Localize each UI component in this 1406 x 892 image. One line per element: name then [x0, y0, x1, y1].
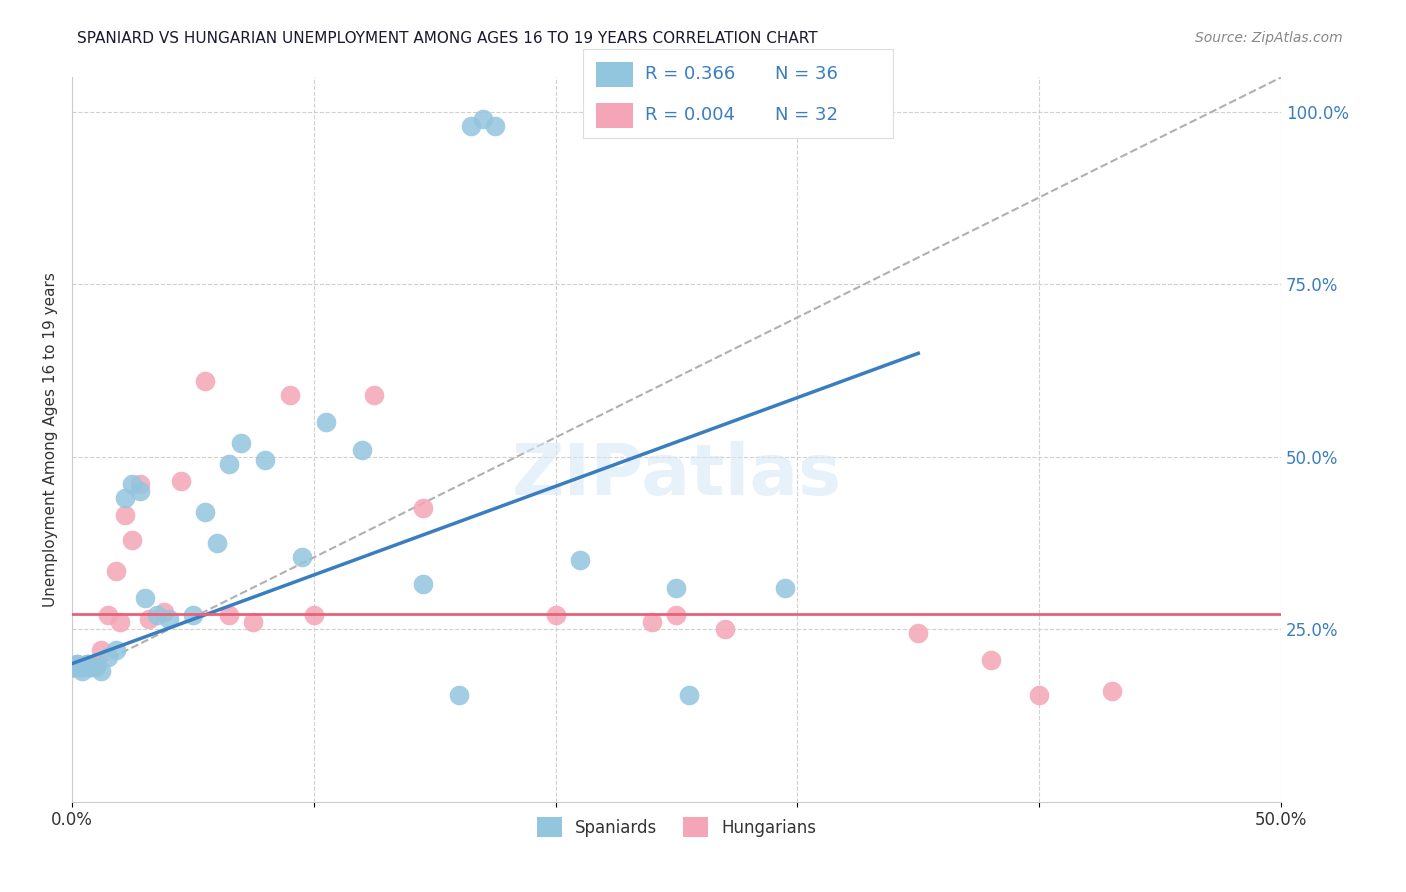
Point: [104, 643, 127, 657]
Point: [194, 374, 217, 388]
Point: [80, 660, 103, 674]
Point: [472, 112, 495, 126]
Point: [302, 608, 325, 623]
Point: [907, 625, 929, 640]
Point: [665, 608, 688, 623]
Point: [70, 664, 93, 678]
Text: ZIPatlas: ZIPatlas: [512, 442, 842, 510]
Y-axis label: Unemployment Among Ages 16 to 19 years: Unemployment Among Ages 16 to 19 years: [44, 272, 58, 607]
Point: [170, 474, 193, 488]
Point: [568, 553, 591, 567]
Point: [278, 387, 301, 401]
Point: [134, 591, 156, 606]
Point: [218, 457, 240, 471]
Point: [66, 657, 89, 671]
Point: [114, 508, 136, 523]
Point: [67, 660, 90, 674]
Text: SPANIARD VS HUNGARIAN UNEMPLOYMENT AMONG AGES 16 TO 19 YEARS CORRELATION CHART: SPANIARD VS HUNGARIAN UNEMPLOYMENT AMONG…: [77, 31, 818, 46]
Point: [544, 608, 567, 623]
Point: [665, 581, 688, 595]
Point: [181, 608, 204, 623]
Point: [121, 477, 143, 491]
Point: [412, 577, 434, 591]
Point: [73, 660, 96, 674]
Point: [412, 501, 434, 516]
Point: [90, 643, 112, 657]
Point: [315, 415, 337, 429]
Point: [157, 612, 180, 626]
Point: [84, 660, 107, 674]
Point: [128, 484, 150, 499]
Point: [460, 119, 482, 133]
Point: [145, 608, 167, 623]
Text: R = 0.004: R = 0.004: [645, 106, 735, 124]
Point: [714, 622, 737, 636]
FancyBboxPatch shape: [596, 62, 633, 87]
Point: [104, 564, 127, 578]
Point: [291, 549, 314, 564]
Point: [97, 608, 120, 623]
Text: N = 36: N = 36: [775, 65, 838, 83]
Point: [138, 612, 160, 626]
FancyBboxPatch shape: [596, 103, 633, 128]
Point: [77, 660, 100, 674]
Point: [114, 491, 136, 505]
Point: [97, 649, 120, 664]
Point: [63, 660, 86, 674]
Point: [484, 119, 506, 133]
Point: [678, 688, 700, 702]
Point: [128, 477, 150, 491]
Point: [242, 615, 264, 630]
Point: [90, 664, 112, 678]
Point: [194, 505, 217, 519]
Point: [1101, 684, 1123, 698]
Text: R = 0.366: R = 0.366: [645, 65, 735, 83]
Point: [641, 615, 664, 630]
Point: [76, 657, 98, 671]
Text: Source: ZipAtlas.com: Source: ZipAtlas.com: [1195, 31, 1343, 45]
Point: [121, 533, 143, 547]
Point: [352, 442, 374, 457]
Point: [67, 660, 90, 674]
Point: [205, 536, 228, 550]
Point: [218, 608, 240, 623]
Point: [76, 657, 98, 671]
Point: [447, 688, 470, 702]
Point: [84, 657, 107, 671]
Point: [254, 453, 277, 467]
Point: [1028, 688, 1050, 702]
Point: [980, 653, 1002, 667]
Point: [80, 660, 103, 674]
Point: [153, 605, 176, 619]
Point: [775, 581, 797, 595]
Point: [231, 436, 253, 450]
Point: [363, 387, 385, 401]
Point: [110, 615, 132, 630]
Point: [70, 660, 93, 674]
Point: [66, 657, 89, 671]
Point: [63, 660, 86, 674]
Legend: Spaniards, Hungarians: Spaniards, Hungarians: [530, 810, 823, 844]
Text: N = 32: N = 32: [775, 106, 838, 124]
